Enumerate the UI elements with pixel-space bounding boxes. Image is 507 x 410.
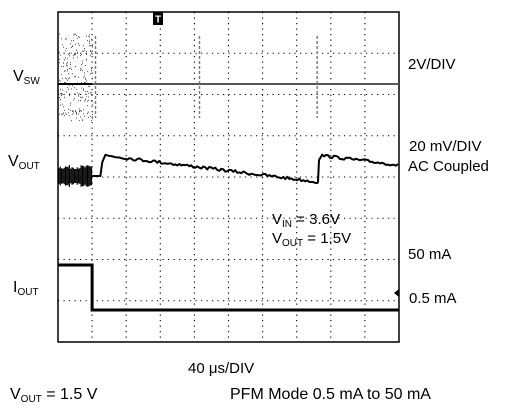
vout-annotation: VOUT = 1.5V (272, 230, 352, 249)
footer-mode-description: PFM Mode 0.5 mA to 50 mA (230, 386, 431, 403)
iout-channel-label: IOUT (13, 279, 39, 298)
vout-sawtooth-trace (92, 153, 399, 184)
vout-coupling-label: AC Coupled (408, 158, 489, 175)
vin-annotation: VIN = 3.6V (272, 211, 340, 230)
vsw-switching-trace (59, 33, 93, 122)
ground-reference-marker (394, 289, 399, 297)
vout-channel-label: VOUT (8, 153, 40, 172)
iout-high-level-label: 50 mA (408, 246, 452, 263)
trigger-marker-label: T (155, 15, 161, 26)
iout-load-step-trace (58, 263, 399, 312)
vsw-scale-label: 2V/DIV (408, 56, 456, 73)
trigger-marker: T (153, 12, 163, 26)
scope-traces (58, 33, 399, 312)
vout-ripple-trace (58, 165, 93, 187)
timebase-label: 40 μs/DIV (188, 360, 255, 377)
vsw-channel-label: VSW (13, 68, 40, 87)
footer-vout-condition: VOUT = 1.5 V (10, 386, 98, 405)
iout-low-level-label: 0.5 mA (409, 290, 457, 307)
vout-scale-label: 20 mV/DIV (409, 138, 482, 155)
